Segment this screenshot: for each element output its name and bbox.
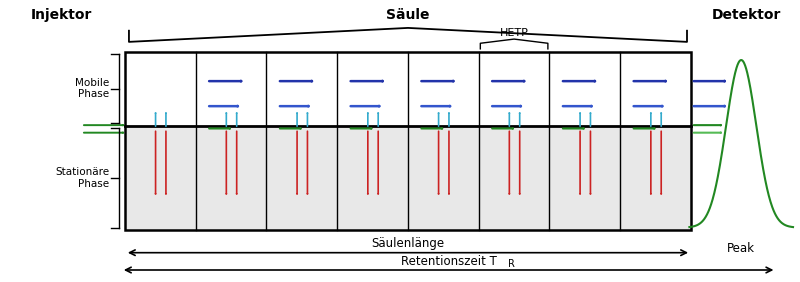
Text: Retentionszeit T: Retentionszeit T [401,255,497,268]
Text: Mobile
Phase: Mobile Phase [74,78,109,100]
Text: Detektor: Detektor [712,8,782,22]
Bar [125,52,691,126]
Text: Peak: Peak [727,241,755,255]
Text: HETP: HETP [500,28,529,38]
Text: Injektor: Injektor [30,8,92,22]
Text: Stationäre
Phase: Stationäre Phase [55,167,109,189]
Text: R: R [509,259,515,269]
Bar [125,126,691,230]
Text: Säulenlänge: Säulenlänge [371,237,445,250]
Text: Säule: Säule [386,8,430,22]
Bar [125,52,691,230]
